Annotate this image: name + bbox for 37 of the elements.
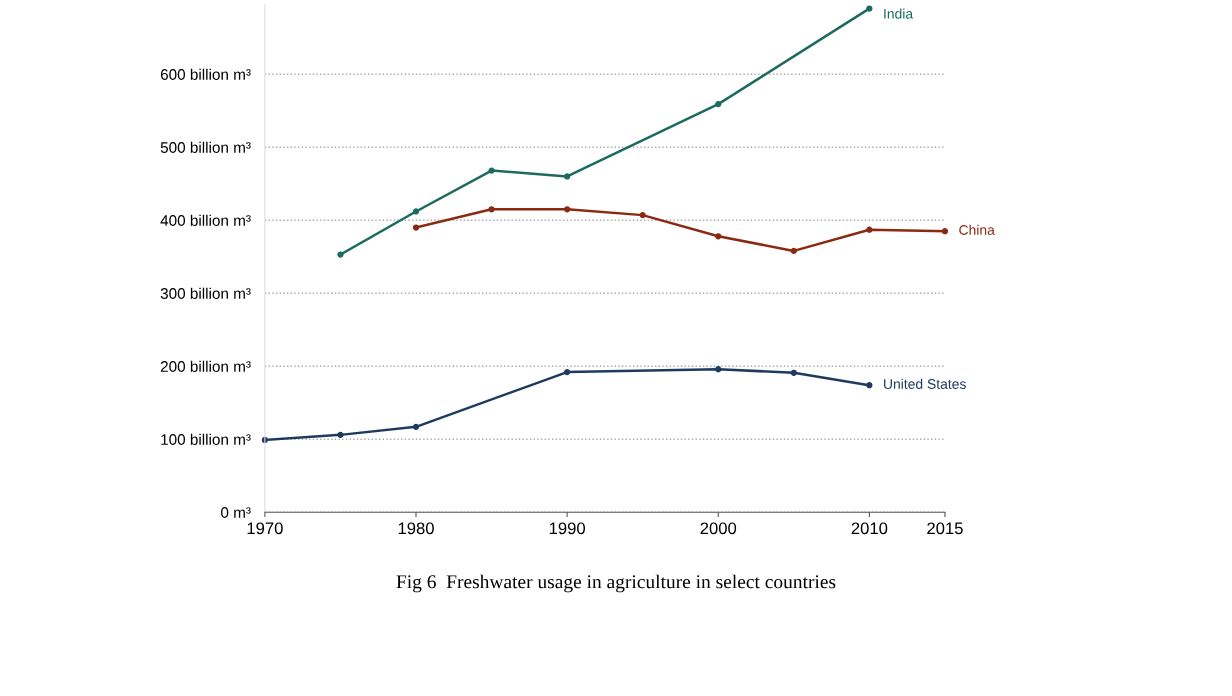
x-tick-label: 2000 [700,522,737,535]
series-label: United States [884,378,966,389]
point [715,233,722,240]
point [564,206,571,213]
y-tick-label: 300 billion m³ [160,287,251,299]
x-tick-label: 2010 [851,522,888,535]
point [866,226,873,233]
y-tick-label: 100 billion m³ [161,433,251,445]
x-tick-label: 1980 [398,522,434,535]
point [941,228,949,235]
point [412,423,420,430]
y-tick-label: 200 billion m³ [160,360,251,372]
x-tick-label: 2015 [927,522,963,535]
point [412,208,420,215]
y-tick-label: 0 m³ [221,507,251,518]
point [790,369,797,376]
point [639,212,646,219]
point [488,206,495,213]
series-label: India [884,8,914,19]
y-tick-label: 600 billion m³ [160,68,251,80]
caption: Fig 6 Freshwater usage in agriculture in select countries [396,574,836,593]
point [866,5,873,12]
point [337,251,344,258]
point [564,173,571,180]
point [337,431,344,438]
y-tick-label: 500 billion m³ [160,141,251,153]
point [715,101,722,108]
point [715,366,722,373]
point [790,247,797,255]
y-tick-label: 400 billion m³ [160,214,251,226]
point [412,224,420,231]
point [488,167,495,174]
point [866,382,873,389]
x-tick-label: 1970 [247,522,283,535]
x-tick-label: 1990 [549,522,586,535]
point [564,368,571,376]
series-label: China [959,224,995,235]
